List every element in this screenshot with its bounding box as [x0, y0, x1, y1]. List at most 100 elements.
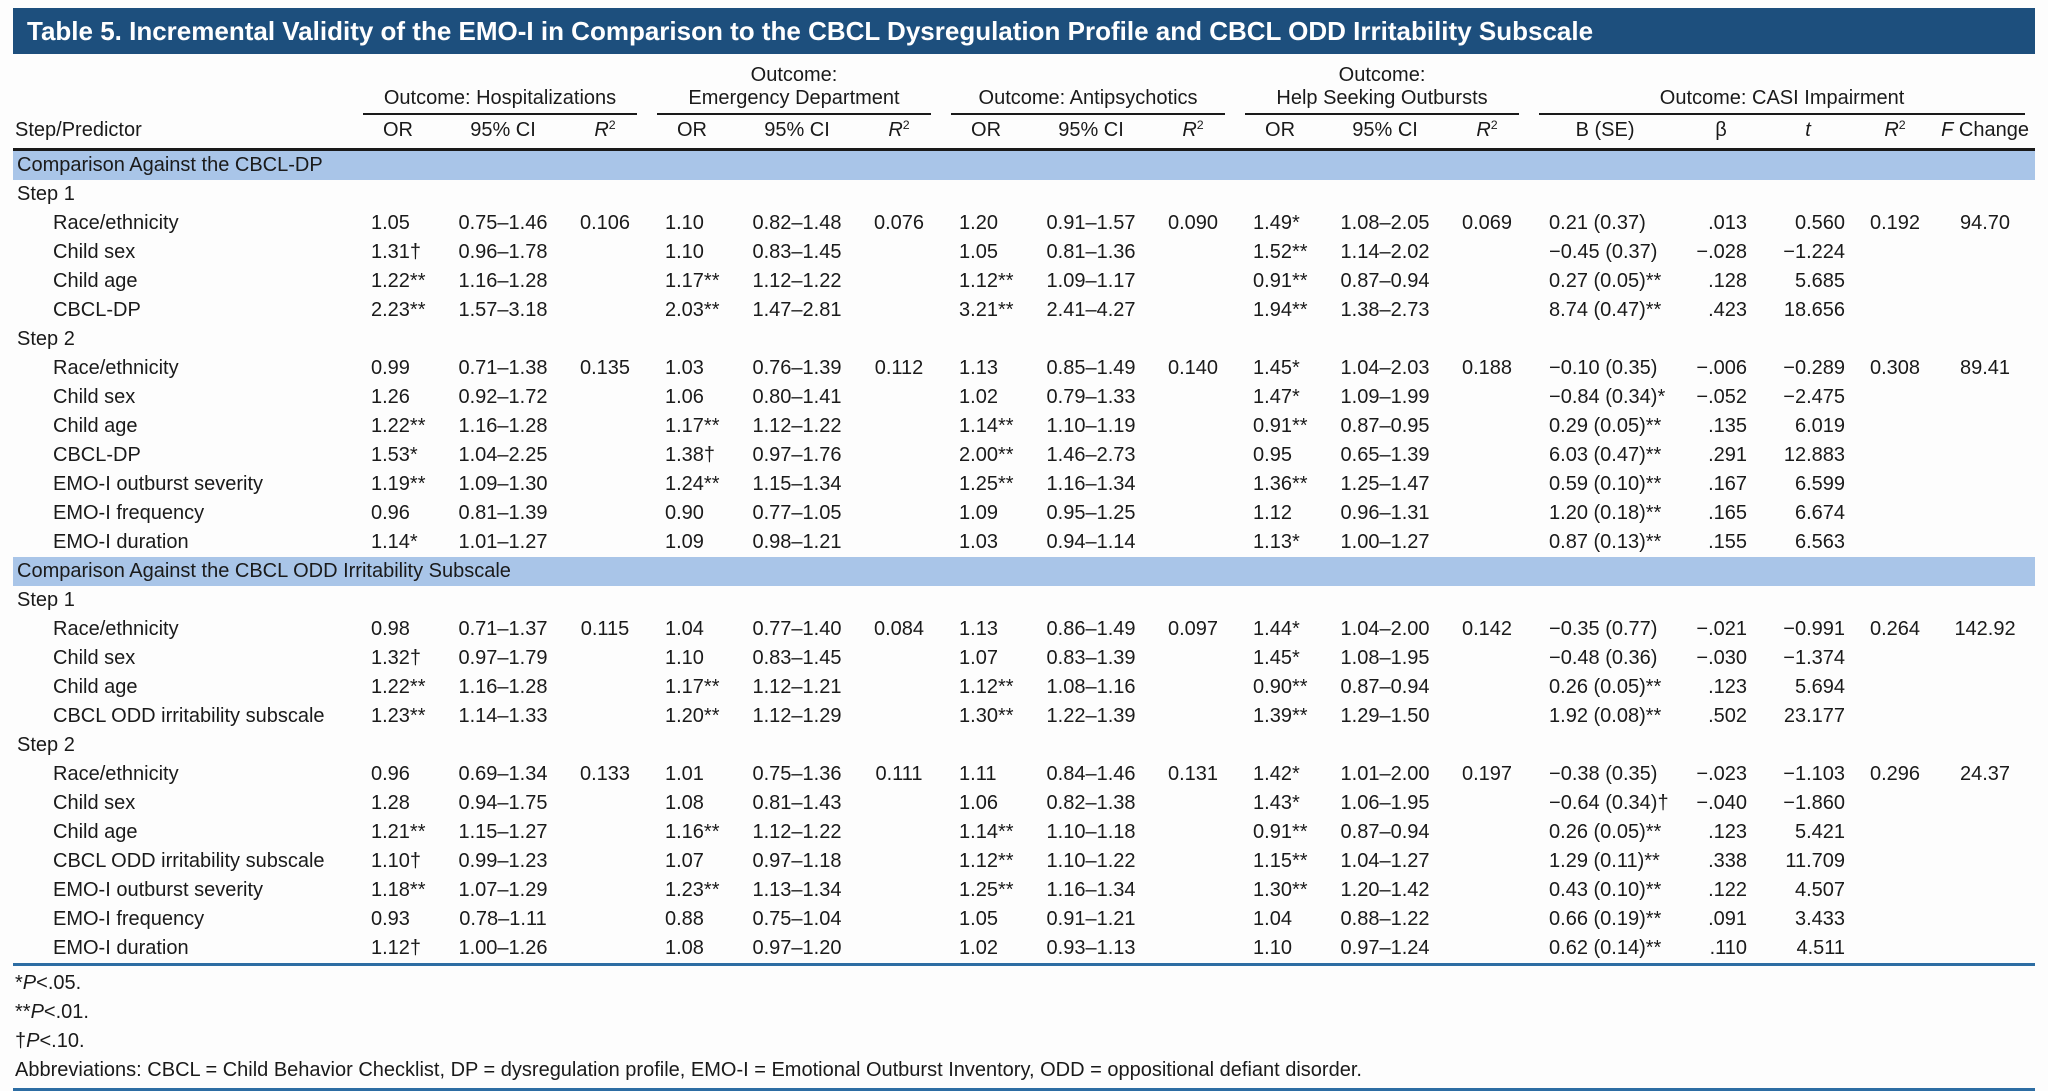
- step-row: Step 2: [13, 325, 2035, 354]
- value-cell: 0.83–1.45: [752, 647, 842, 669]
- value-cell: 1.14–1.33: [458, 705, 548, 727]
- value-cell: 6.563: [1794, 531, 1846, 553]
- value-cell: 0.197: [1462, 763, 1513, 785]
- value-cell: 1.43*: [1253, 792, 1300, 814]
- table-row: CBCL ODD irritability subscale 1.23** 1.14…: [13, 702, 2035, 731]
- value-cell: 1.15**: [1253, 850, 1308, 872]
- value-cell: 0.97–1.76: [752, 444, 842, 466]
- value-cell: 1.10–1.19: [1046, 415, 1136, 437]
- value-cell: [1445, 847, 1529, 876]
- value-cell: 5.685: [1794, 270, 1846, 292]
- value-cell: [857, 383, 941, 412]
- value-cell: 1.44*: [1253, 618, 1300, 640]
- value-cell: 1.20**: [665, 705, 720, 727]
- value-cell: [563, 528, 647, 557]
- column-header: F Change: [1935, 115, 2036, 151]
- value-cell: 0.75–1.36: [752, 763, 842, 785]
- value-cell: 1.13: [959, 357, 998, 379]
- value-cell: 1.10: [665, 241, 704, 263]
- value-cell: −1.103: [1783, 763, 1846, 785]
- table-header: Outcome: Hospitalizations Outcome: Emergen…: [13, 64, 2036, 151]
- value-cell: 1.45*: [1253, 357, 1300, 379]
- value-cell: 5.694: [1794, 676, 1846, 698]
- value-cell: 0.076: [873, 212, 925, 234]
- value-cell: 1.17**: [665, 415, 720, 437]
- value-cell: 0.131: [1167, 763, 1219, 785]
- value-cell: .338: [1708, 850, 1748, 872]
- value-cell: −.021: [1696, 618, 1748, 640]
- value-cell: [857, 470, 941, 499]
- value-cell: 4.511: [1796, 937, 1846, 959]
- value-cell: 1.05: [959, 908, 998, 930]
- value-cell: 89.41: [1960, 357, 2011, 379]
- value-cell: [563, 847, 647, 876]
- value-cell: −.028: [1696, 241, 1748, 263]
- value-cell: 1.52**: [1253, 241, 1308, 263]
- column-group-label-line: Outcome: Hospitalizations: [383, 87, 617, 109]
- value-cell: 23.177: [1783, 705, 1846, 727]
- value-cell: .123: [1708, 821, 1748, 843]
- column-group: Outcome: Hospitalizations: [353, 64, 647, 115]
- value-cell: [1935, 238, 2035, 267]
- value-cell: 0.97–1.20: [752, 937, 842, 959]
- value-cell: 1.17**: [665, 270, 720, 292]
- value-cell: 0.98–1.21: [752, 531, 842, 553]
- value-cell: 1.47*: [1253, 386, 1300, 408]
- section-header: Comparison Against the CBCL-DP: [13, 149, 2036, 180]
- predictor-cell: EMO-I outburst severity: [53, 879, 264, 901]
- column-group-label-line: Outcome:: [750, 64, 838, 86]
- value-cell: 1.04–2.25: [458, 444, 548, 466]
- value-cell: 1.24**: [665, 473, 720, 495]
- value-cell: 1.16–1.34: [1046, 879, 1136, 901]
- value-cell: 0.308: [1870, 357, 1921, 379]
- value-cell: 0.91**: [1253, 821, 1308, 843]
- value-cell: 1.14**: [959, 821, 1014, 843]
- column-group-label-line: Help Seeking Outbursts: [1276, 87, 1488, 109]
- table-body: Comparison Against the CBCL-DP Step 1 Race…: [13, 149, 2036, 965]
- value-cell: [563, 470, 647, 499]
- value-cell: 1.00–1.27: [1340, 531, 1430, 553]
- value-cell: 1.42*: [1253, 763, 1300, 785]
- value-cell: 1.36**: [1253, 473, 1308, 495]
- value-cell: 1.94**: [1253, 299, 1308, 321]
- column-group-label: Outcome: Help Seeking Outbursts: [1245, 64, 1520, 115]
- value-cell: 1.23**: [371, 705, 426, 727]
- value-cell: 1.23**: [665, 879, 720, 901]
- value-cell: [1151, 644, 1235, 673]
- value-cell: 0.112: [874, 357, 924, 379]
- table-row: Race/ethnicity 0.96 0.69–1.34 0.133 1.01 0.75…: [13, 760, 2035, 789]
- value-cell: 5.421: [1794, 821, 1846, 843]
- column-group-label: Outcome: CASI Impairment: [1539, 87, 2026, 115]
- value-cell: [1151, 383, 1235, 412]
- value-cell: −.006: [1696, 357, 1748, 379]
- step-label: Step 1: [17, 183, 75, 205]
- value-cell: [1855, 499, 1935, 528]
- value-cell: 0.80–1.41: [752, 386, 842, 408]
- predictor-cell: Child sex: [53, 647, 136, 669]
- value-cell: 1.16**: [665, 821, 720, 843]
- table-row: Race/ethnicity 0.98 0.71–1.37 0.115 1.04 0.77…: [13, 615, 2035, 644]
- predictor-cell: CBCL ODD irritability subscale: [53, 850, 325, 872]
- value-cell: [1151, 789, 1235, 818]
- value-cell: 0.26 (0.05)**: [1549, 676, 1662, 698]
- value-cell: [1855, 441, 1935, 470]
- value-cell: −.030: [1696, 647, 1748, 669]
- value-cell: 1.20 (0.18)**: [1549, 502, 1662, 524]
- value-cell: [1151, 441, 1235, 470]
- value-cell: .013: [1708, 212, 1748, 234]
- table-row: EMO-I frequency 0.93 0.78–1.11 0.88 0.75–1.0…: [13, 905, 2035, 934]
- value-cell: 0.85–1.49: [1046, 357, 1136, 379]
- value-cell: 0.86–1.49: [1046, 618, 1136, 640]
- value-cell: 0.66 (0.19)**: [1549, 908, 1662, 930]
- value-cell: 0.93: [371, 908, 410, 930]
- value-cell: [563, 789, 647, 818]
- value-cell: 1.45*: [1253, 647, 1300, 669]
- value-cell: [857, 934, 941, 965]
- value-cell: .122: [1708, 879, 1748, 901]
- value-cell: 1.12–1.22: [752, 821, 842, 843]
- step-row: Step 1: [13, 180, 2035, 209]
- value-cell: −.052: [1696, 386, 1748, 408]
- p-symbol: P: [30, 1001, 44, 1023]
- value-cell: 0.188: [1462, 357, 1513, 379]
- value-cell: 0.82–1.38: [1046, 792, 1136, 814]
